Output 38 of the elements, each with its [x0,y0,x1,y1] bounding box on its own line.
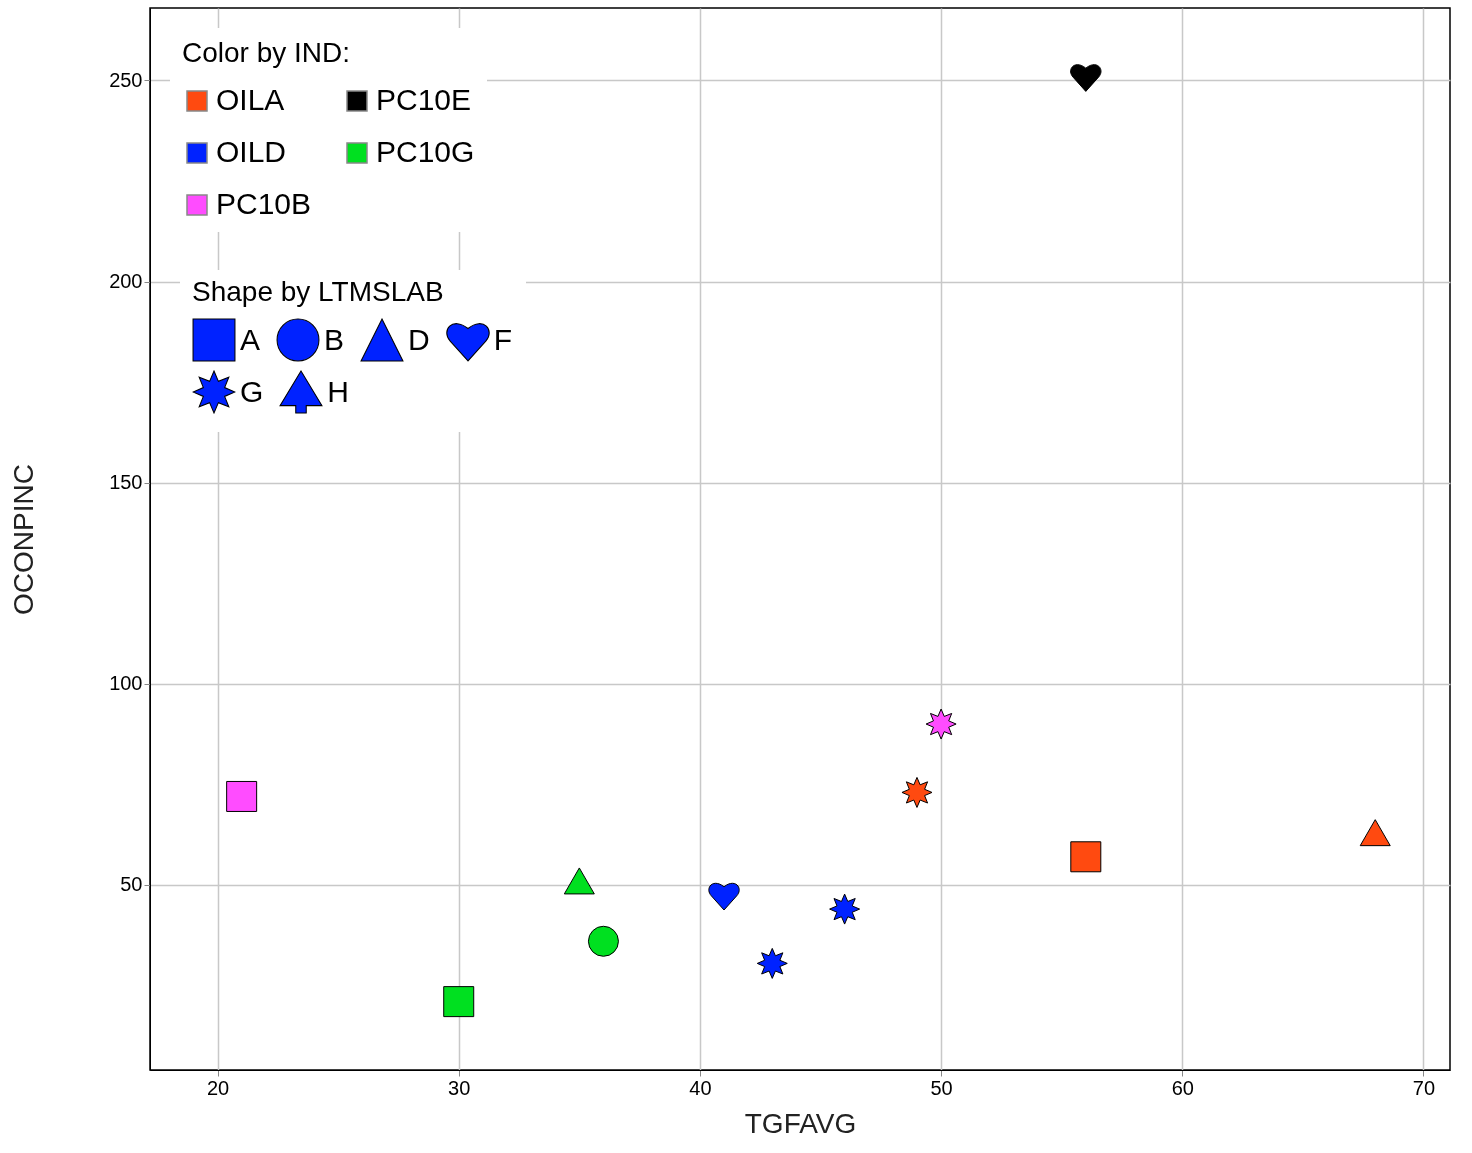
point [226,780,258,812]
point [1070,841,1102,873]
annotation: F [493,323,513,357]
point [708,882,740,911]
point [1070,64,1102,92]
x-tick-label: 70 [1412,1076,1436,1099]
annotation: H [327,375,350,409]
legend-label: PC10E [376,83,472,116]
point [829,893,861,925]
x-tick-label: 20 [206,1076,230,1099]
annotation: G [240,375,264,409]
y-tick-label: 100 [109,672,143,695]
x-tick-label: 50 [930,1076,953,1099]
point [587,925,619,957]
y-axis-title: OCONPINC [8,464,40,615]
x-tick-label: 30 [448,1076,471,1099]
point [756,947,788,979]
x-tick-label: 60 [1171,1076,1194,1099]
legend-label: PC10B [216,187,312,220]
x-tick-label: 40 [689,1076,712,1099]
y-tick-label: 200 [109,270,143,293]
annotation: Shape by LTMSLAB [192,276,445,308]
legend-label: OILA [216,83,285,116]
y-tick-label: 50 [120,873,143,896]
legend-label: PC10G [376,135,475,168]
legend-label: OILD [216,135,287,168]
point [925,708,957,740]
annotation: A [240,323,261,357]
annotation: B [324,323,345,357]
x-axis-title: TGFAVG [744,1107,857,1139]
point [563,867,595,895]
point [1359,819,1391,847]
y-tick-label: 250 [109,68,143,91]
annotation: D [408,323,430,357]
point [901,776,933,808]
point [443,986,475,1018]
legend-title: Color by IND: [182,37,351,68]
y-tick-label: 150 [109,471,143,494]
